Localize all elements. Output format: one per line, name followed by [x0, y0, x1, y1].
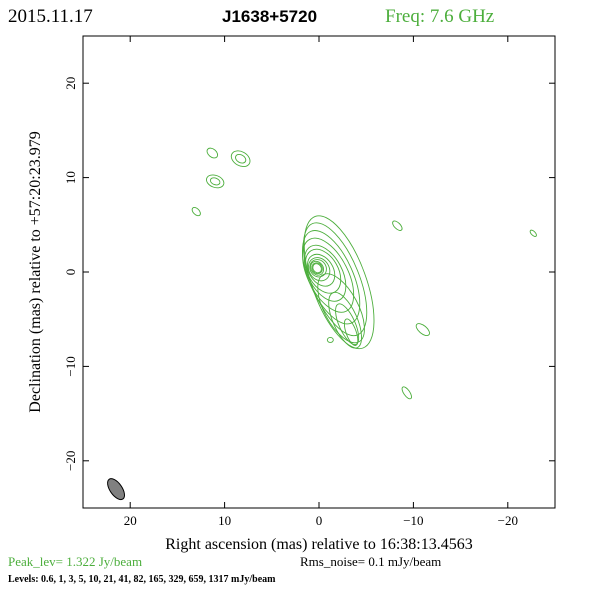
core-contour: [305, 248, 342, 294]
y-tick-label: 20: [63, 77, 78, 90]
outlying-component-contour: [529, 229, 537, 237]
outlying-component-contour: [206, 147, 219, 159]
outlying-component-contour: [206, 174, 225, 189]
observation-date: 2015.11.17: [8, 6, 93, 27]
y-tick-label: −20: [63, 451, 78, 471]
core-contour: [307, 257, 331, 282]
jet-contour: [335, 303, 360, 346]
jet-contour: [317, 273, 365, 344]
outlying-component-contour: [235, 153, 247, 164]
jet-contour: [343, 318, 359, 346]
core-contour: [311, 262, 323, 275]
core-contour: [312, 263, 322, 274]
beam-ellipse: [107, 478, 125, 501]
y-tick-label: 10: [63, 171, 78, 184]
core-contour: [307, 253, 336, 287]
outlying-component-contour: [209, 177, 221, 186]
x-tick-label: 20: [124, 513, 137, 528]
y-tick-label: −10: [63, 356, 78, 376]
jet-knot-contour: [326, 337, 334, 343]
frequency-label: Freq: 7.6 GHz: [385, 6, 494, 27]
y-tick-label: 0: [63, 269, 78, 276]
contour-levels: Levels: 0.6, 1, 3, 5, 10, 21, 41, 82, 16…: [8, 574, 276, 585]
beam-layer: [107, 478, 125, 501]
core-contour: [309, 259, 327, 278]
outlying-component-contour: [392, 220, 403, 231]
y-axis-label: Declination (mas) relative to +57:20:23.…: [27, 131, 44, 412]
x-tick-label: −20: [498, 513, 518, 528]
x-tick-label: 0: [316, 513, 323, 528]
axis-ticks: [83, 36, 555, 508]
core-contour: [310, 260, 325, 276]
outlying-component-contour: [401, 386, 412, 400]
outlying-component-contour: [415, 323, 430, 337]
x-axis-label: Right ascension (mas) relative to 16:38:…: [165, 536, 473, 553]
jet-contour: [328, 291, 362, 349]
x-tick-label: −10: [403, 513, 423, 528]
contours: [191, 147, 537, 400]
outlying-component-contour: [230, 150, 251, 168]
core-contour: [303, 244, 347, 302]
rms-noise: Rms_noise= 0.1 mJy/beam: [300, 554, 441, 569]
core-contour: [302, 230, 361, 325]
x-tick-label: 10: [218, 513, 231, 528]
source-name: J1638+5720: [222, 7, 317, 26]
outlying-component-contour: [191, 207, 201, 217]
peak-level: Peak_lev= 1.322 Jy/beam: [8, 554, 142, 569]
axis-tick-labels: 20 10 0 −10 −20 20 10 0 −10 −20: [63, 77, 518, 528]
plot-frame: [82, 35, 556, 509]
core-contour: [302, 237, 355, 313]
